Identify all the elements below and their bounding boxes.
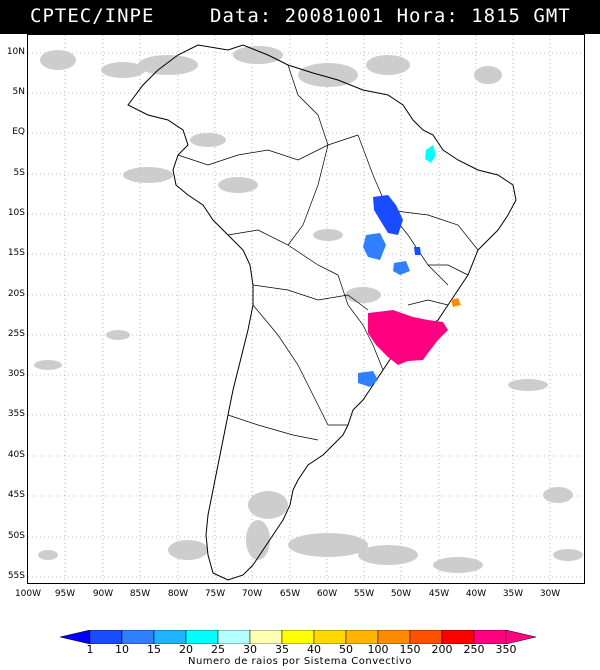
legend-tick: 20 [179,643,193,656]
legend-tick: 250 [463,643,485,656]
lat-label: EQ [12,127,25,137]
coastline [127,44,517,581]
lat-label: 30S [7,369,25,379]
storm-cyan [425,145,436,163]
lat-label: 5S [13,168,25,178]
lat-label: 40S [7,450,25,460]
lat-label: 15S [7,248,25,258]
legend-tick: 40 [307,643,321,656]
lon-label: 75W [204,589,226,599]
lon-label: 90W [92,589,114,599]
lat-label: 35S [7,409,25,419]
storm-blue-2 [363,233,386,260]
lat-label: 50S [7,531,25,541]
lon-label: 70W [241,589,263,599]
title-bar: CPTEC/INPE Data: 20081001 Hora: 1815 GMT [0,0,600,34]
lat-label: 45S [7,490,25,500]
lon-label: 85W [129,589,151,599]
lon-label: 55W [353,589,375,599]
convective-systems [358,145,461,387]
lat-label: 20S [7,289,25,299]
map-canvas [28,35,584,583]
lat-label: 55S [7,571,25,581]
legend-tick: 150 [399,643,421,656]
storm-magenta [368,310,448,365]
legend-tick: 35 [275,643,289,656]
lat-label: 10N [6,47,25,57]
map-panel [27,34,585,584]
legend-caption: Numero de raios por Sistema Convectivo [187,656,413,667]
lon-label: 35W [502,589,524,599]
lon-label: 50W [390,589,412,599]
lat-label: 10S [7,208,25,218]
storm-blue-5 [358,371,378,387]
lon-label: 60W [316,589,338,599]
lon-label: 40W [465,589,487,599]
legend-tick: 30 [243,643,257,656]
legend-tick: 50 [339,643,353,656]
storm-orange [451,298,461,307]
legend-tick: 1 [86,643,94,656]
borders [177,64,479,441]
legend-tick: 25 [211,643,225,656]
legend-tick: 350 [495,643,517,656]
lat-label: 5N [12,87,25,97]
legend-tick: 100 [367,643,389,656]
storm-blue-4 [414,247,421,255]
graticule [28,35,584,583]
legend-tick: 10 [115,643,129,656]
lon-label: 80W [167,589,189,599]
storm-blue-1 [373,195,403,235]
source-label: CPTEC/INPE [30,5,155,27]
lat-label: 25S [7,329,25,339]
lon-label: 30W [539,589,561,599]
lon-label: 45W [428,589,450,599]
legend-tick: 200 [431,643,453,656]
colorbar [60,630,537,644]
lon-label: 95W [54,589,76,599]
datetime-label: Data: 20081001 Hora: 1815 GMT [210,5,571,27]
lon-label: 65W [279,589,301,599]
cloud-cover [34,46,583,573]
legend-tick: 15 [147,643,161,656]
storm-blue-3 [393,261,410,275]
lon-label: 100W [14,589,42,599]
